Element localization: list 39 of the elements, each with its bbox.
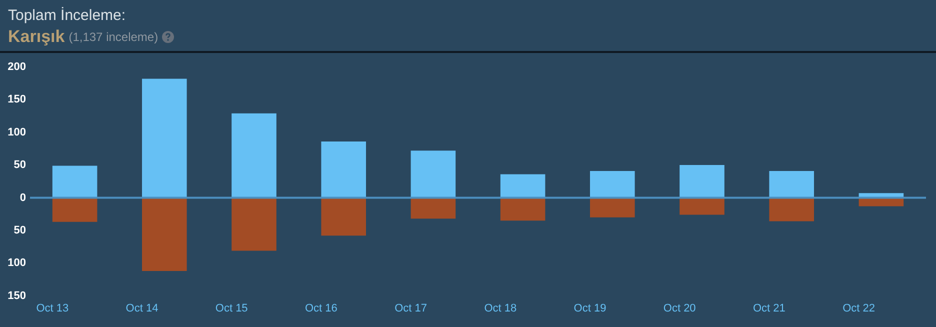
bar bbox=[680, 165, 724, 198]
bar bbox=[321, 198, 366, 236]
x-tick-label: Oct 20 bbox=[663, 302, 696, 314]
y-tick-label: 50 bbox=[14, 159, 26, 172]
y-tick-label: 200 bbox=[8, 61, 26, 74]
y-tick-label: 150 bbox=[8, 290, 26, 302]
bar bbox=[769, 170, 814, 198]
y-tick-label: 100 bbox=[8, 126, 26, 138]
x-tick-label: Oct 16 bbox=[304, 302, 338, 314]
y-tick-label: 0 bbox=[20, 192, 26, 204]
y-tick-label: 150 bbox=[8, 94, 26, 106]
bar bbox=[590, 170, 635, 198]
x-tick-label: Oct 18 bbox=[484, 302, 517, 314]
bar bbox=[680, 198, 724, 215]
bar bbox=[52, 166, 98, 198]
bar bbox=[500, 198, 546, 221]
x-tick-label: Oct 14 bbox=[126, 302, 158, 314]
chart-subtitle: Karışık bbox=[8, 27, 65, 47]
bar bbox=[52, 198, 98, 222]
bar bbox=[590, 198, 635, 218]
bar bbox=[321, 142, 366, 198]
x-tick-label: Oct 17 bbox=[394, 302, 428, 314]
y-tick-label: 100 bbox=[8, 257, 26, 270]
x-tick-label: Oct 21 bbox=[752, 302, 786, 314]
chart-title: Toplam İnceleme: bbox=[8, 7, 127, 25]
bar bbox=[142, 78, 187, 198]
x-tick-label: Oct 15 bbox=[215, 302, 248, 314]
bar bbox=[410, 198, 456, 219]
bar bbox=[142, 198, 187, 271]
bar bbox=[769, 198, 814, 222]
text: (1,137 inceleme) bbox=[68, 30, 158, 44]
bar bbox=[232, 113, 276, 198]
bar bbox=[232, 198, 276, 251]
x-tick-label: Oct 22 bbox=[842, 302, 876, 314]
bar bbox=[500, 174, 546, 198]
x-tick-label: Oct 19 bbox=[574, 302, 606, 314]
bar bbox=[410, 150, 456, 198]
x-tick-label: Oct 13 bbox=[36, 302, 69, 314]
y-tick-label: 50 bbox=[14, 224, 26, 236]
